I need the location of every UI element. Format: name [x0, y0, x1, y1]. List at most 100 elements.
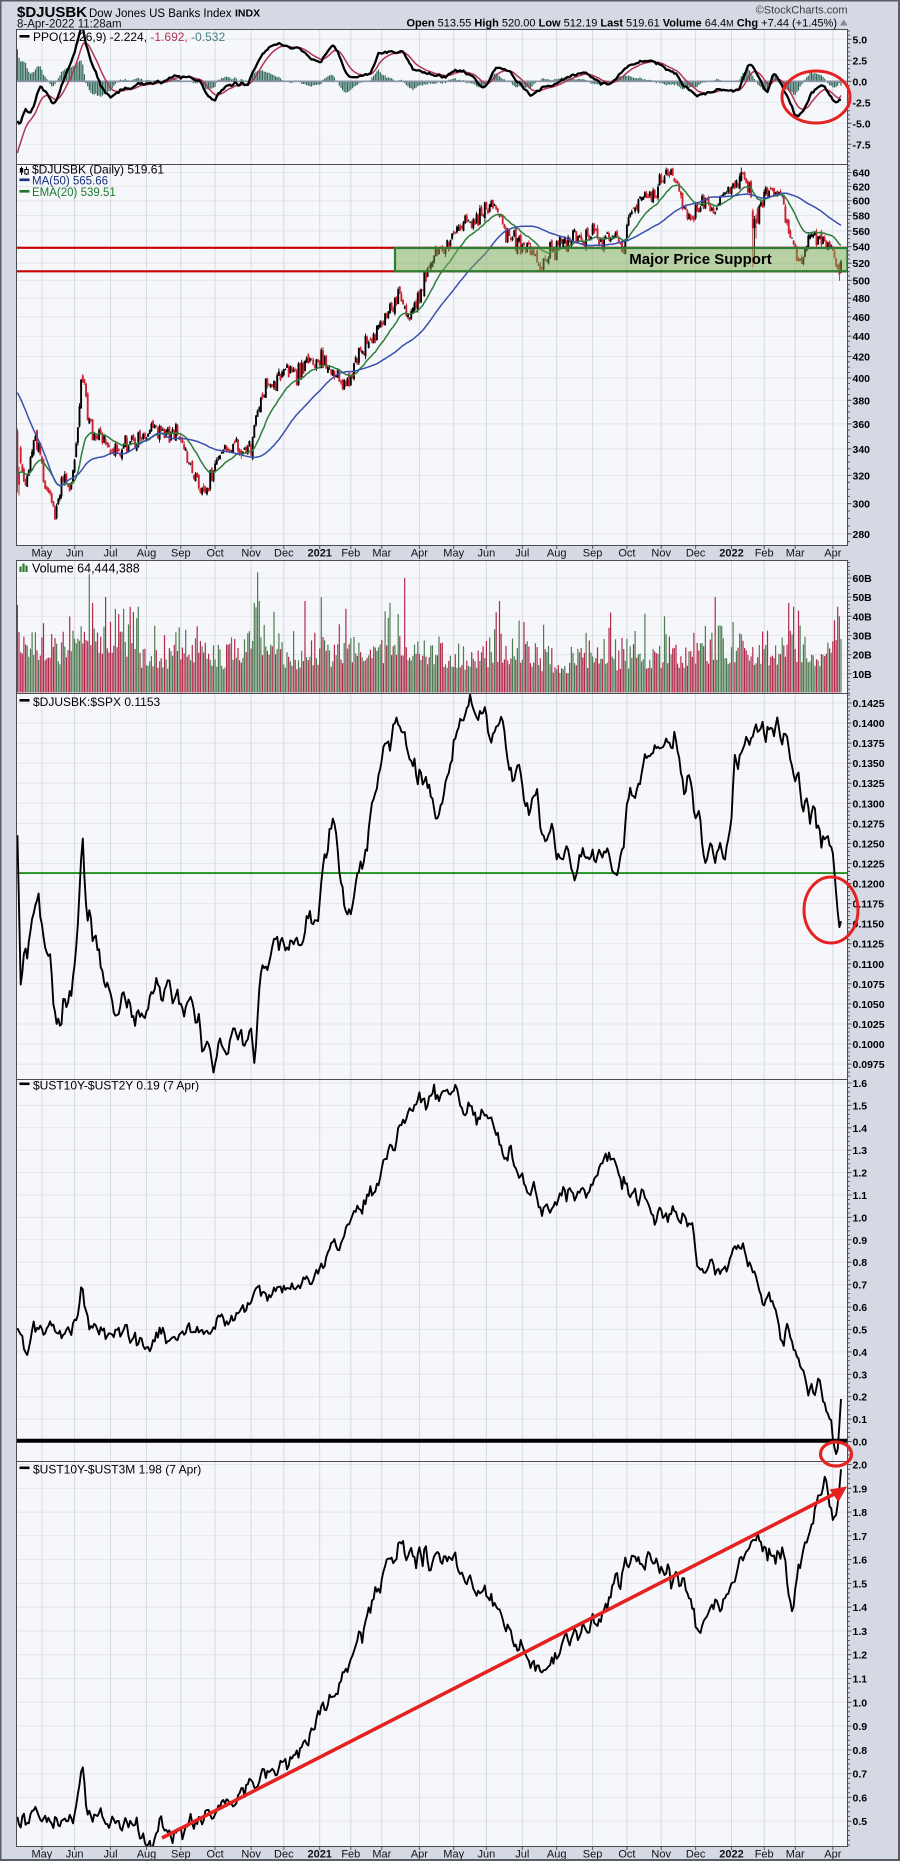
- svg-text:1.3: 1.3: [853, 1626, 868, 1638]
- svg-text:360: 360: [853, 419, 871, 431]
- svg-text:1.2: 1.2: [853, 1650, 868, 1662]
- svg-text:2.5: 2.5: [853, 55, 868, 67]
- svg-text:0.1125: 0.1125: [853, 939, 885, 951]
- svg-text:520: 520: [853, 258, 871, 270]
- svg-text:0.0: 0.0: [853, 1437, 868, 1449]
- svg-text:0.1000: 0.1000: [853, 1039, 885, 1051]
- svg-text:$DJUSBK (Daily) 519.61: $DJUSBK (Daily) 519.61: [32, 163, 164, 177]
- svg-text:500: 500: [853, 275, 871, 287]
- svg-text:60B: 60B: [853, 573, 873, 585]
- svg-text:0.7: 0.7: [853, 1769, 868, 1781]
- svg-text:0.1100: 0.1100: [853, 959, 885, 971]
- svg-text:0.1350: 0.1350: [853, 758, 885, 770]
- svg-text:0.3: 0.3: [853, 1369, 868, 1381]
- svg-text:Jul: Jul: [515, 1849, 529, 1861]
- svg-text:PPO(12,26,9) -2.224, -1.692, -: PPO(12,26,9) -2.224, -1.692, -0.532: [33, 30, 225, 44]
- svg-text:1.9: 1.9: [853, 1483, 868, 1495]
- svg-text:May: May: [443, 548, 464, 560]
- svg-text:0.1025: 0.1025: [853, 1019, 885, 1031]
- svg-text:$UST10Y-$UST2Y 0.19 (7 Apr): $UST10Y-$UST2Y 0.19 (7 Apr): [33, 1079, 199, 1093]
- svg-text:0.9: 0.9: [853, 1721, 868, 1733]
- svg-text:0.6: 0.6: [853, 1302, 868, 1314]
- svg-text:10B: 10B: [853, 669, 873, 681]
- svg-text:0.1250: 0.1250: [853, 838, 885, 850]
- svg-text:Mar: Mar: [786, 548, 805, 560]
- svg-text:Jun: Jun: [478, 1849, 496, 1861]
- svg-text:30B: 30B: [853, 631, 873, 643]
- svg-text:1.0: 1.0: [853, 1697, 868, 1709]
- svg-text:Jul: Jul: [103, 548, 117, 560]
- svg-text:480: 480: [853, 293, 871, 305]
- svg-text:May: May: [32, 1849, 53, 1861]
- svg-text:Nov: Nov: [241, 1849, 261, 1861]
- svg-text:1.4: 1.4: [853, 1602, 868, 1614]
- svg-text:$UST10Y-$UST3M 1.98 (7 Apr): $UST10Y-$UST3M 1.98 (7 Apr): [33, 1463, 201, 1477]
- svg-text:Oct: Oct: [207, 1849, 224, 1861]
- svg-text:0.1150: 0.1150: [853, 919, 885, 931]
- svg-text:1.2: 1.2: [853, 1168, 868, 1180]
- svg-text:640: 640: [853, 168, 871, 180]
- svg-text:Nov: Nov: [651, 548, 671, 560]
- svg-text:1.0: 1.0: [853, 1212, 868, 1224]
- svg-text:620: 620: [853, 181, 871, 193]
- svg-text:May: May: [443, 1849, 464, 1861]
- svg-text:0.1400: 0.1400: [853, 718, 885, 730]
- svg-text:Oct: Oct: [618, 1849, 635, 1861]
- svg-text:Jun: Jun: [66, 1849, 84, 1861]
- svg-text:Mar: Mar: [372, 1849, 391, 1861]
- svg-text:Volume 64,444,388: Volume 64,444,388: [32, 562, 140, 576]
- svg-text:0.1200: 0.1200: [853, 879, 885, 891]
- svg-text:0.1175: 0.1175: [853, 899, 885, 911]
- svg-text:Apr: Apr: [411, 548, 428, 560]
- svg-text:1.3: 1.3: [853, 1145, 868, 1157]
- svg-text:0.0: 0.0: [853, 76, 868, 88]
- svg-text:0.1075: 0.1075: [853, 979, 885, 991]
- svg-text:Sep: Sep: [583, 548, 603, 560]
- svg-text:Mar: Mar: [372, 548, 391, 560]
- svg-text:0.1300: 0.1300: [853, 798, 885, 810]
- svg-text:580: 580: [853, 211, 871, 223]
- svg-text:320: 320: [853, 470, 871, 482]
- svg-text:Feb: Feb: [341, 1849, 360, 1861]
- svg-text:0.1325: 0.1325: [853, 778, 885, 790]
- svg-text:2.0: 2.0: [853, 1460, 868, 1472]
- svg-text:Aug: Aug: [137, 1849, 157, 1861]
- svg-text:0.1375: 0.1375: [853, 738, 885, 750]
- svg-text:Jun: Jun: [66, 548, 84, 560]
- svg-text:2022: 2022: [719, 1849, 743, 1861]
- svg-text:Feb: Feb: [755, 548, 774, 560]
- svg-text:Feb: Feb: [341, 548, 360, 560]
- svg-text:1.6: 1.6: [853, 1555, 868, 1567]
- svg-text:Dec: Dec: [274, 1849, 294, 1861]
- svg-text:-7.5: -7.5: [853, 139, 871, 151]
- svg-text:MA(50) 565.66: MA(50) 565.66: [32, 176, 108, 188]
- svg-text:380: 380: [853, 395, 871, 407]
- svg-text:50B: 50B: [853, 592, 873, 604]
- svg-text:Jun: Jun: [478, 548, 496, 560]
- svg-text:1.8: 1.8: [853, 1507, 868, 1519]
- svg-text:1.1: 1.1: [853, 1674, 868, 1686]
- svg-text:INDX: INDX: [235, 8, 260, 20]
- svg-text:EMA(20) 539.51: EMA(20) 539.51: [32, 187, 116, 199]
- svg-text:0.1425: 0.1425: [853, 698, 885, 710]
- svg-text:1.5: 1.5: [853, 1100, 868, 1112]
- svg-text:8-Apr-2022 11:28am: 8-Apr-2022 11:28am: [17, 19, 122, 31]
- svg-text:1.4: 1.4: [853, 1123, 868, 1135]
- svg-text:-5.0: -5.0: [853, 118, 871, 130]
- svg-text:340: 340: [853, 444, 871, 456]
- svg-text:Sep: Sep: [171, 548, 191, 560]
- svg-text:Dec: Dec: [274, 548, 294, 560]
- svg-text:Nov: Nov: [241, 548, 261, 560]
- svg-text:Dec: Dec: [686, 548, 706, 560]
- svg-text:0.5: 0.5: [853, 1816, 868, 1828]
- svg-text:Apr: Apr: [411, 1849, 428, 1861]
- svg-text:Open 513.55 High 520.00 Low 51: Open 513.55 High 520.00 Low 512.19 Last …: [407, 18, 838, 30]
- svg-text:Sep: Sep: [583, 1849, 603, 1861]
- svg-text:540: 540: [853, 242, 871, 254]
- svg-text:0.8: 0.8: [853, 1257, 868, 1269]
- svg-text:Aug: Aug: [547, 548, 567, 560]
- svg-text:0.1050: 0.1050: [853, 999, 885, 1011]
- svg-text:0.9: 0.9: [853, 1235, 868, 1247]
- svg-text:600: 600: [853, 196, 871, 208]
- svg-text:1.1: 1.1: [853, 1190, 868, 1202]
